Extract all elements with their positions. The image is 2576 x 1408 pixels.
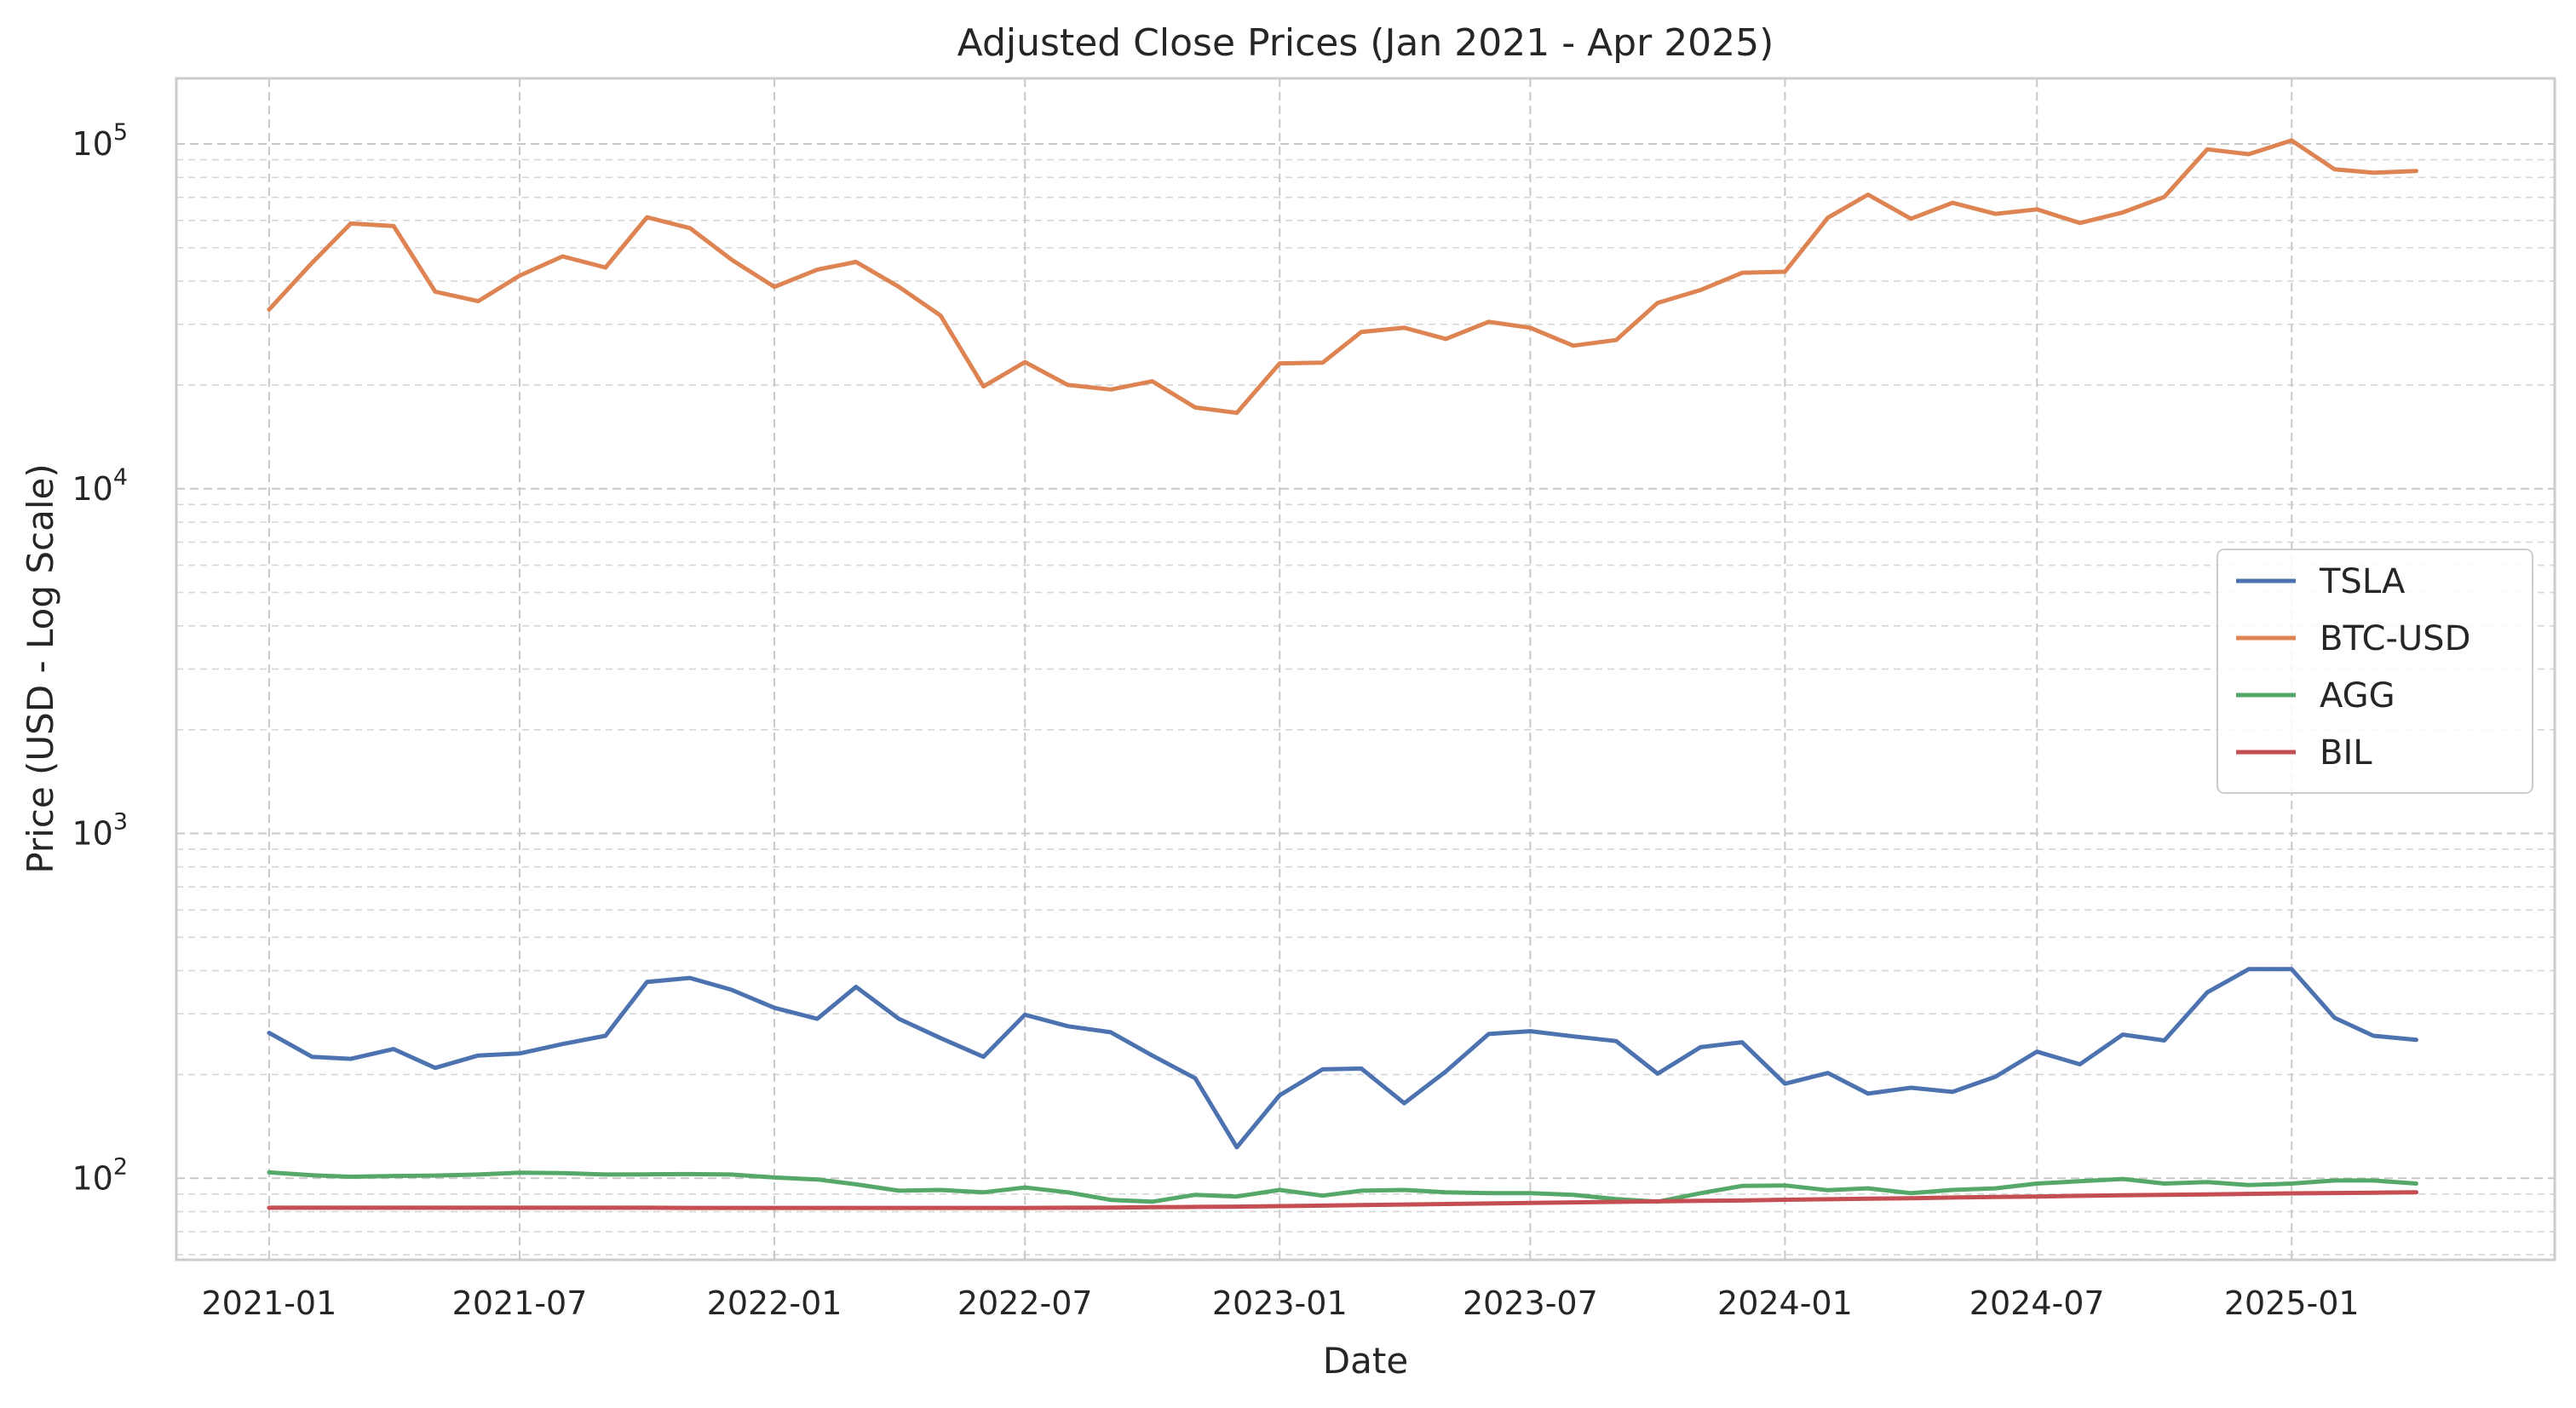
legend-label: BTC-USD [2320, 619, 2470, 658]
x-axis-ticks: 2021-01 2021-07 2022-01 2022-07 2023-01 2023-… [201, 1284, 2359, 1322]
y-axis-label: Price (USD - Log Scale) [20, 463, 61, 874]
x-tick-label: 2025-01 [2224, 1284, 2360, 1322]
series-lines [267, 138, 2418, 1210]
chart-title: Adjusted Close Prices (Jan 2021 - Apr 20… [957, 21, 1774, 65]
grid [176, 78, 2555, 1260]
x-tick-label: 2023-01 [1212, 1284, 1348, 1322]
x-tick-label: 2024-01 [1717, 1284, 1853, 1322]
legend-label: BIL [2320, 733, 2372, 773]
x-tick-label: 2022-01 [707, 1284, 842, 1322]
legend: TSLA BTC-USD AGG BIL [2217, 549, 2533, 794]
series-line-bil [267, 1190, 2418, 1210]
y-tick-label: 105 [72, 119, 128, 163]
series-line-tsla [267, 967, 2418, 1150]
x-axis-label: Date [1323, 1340, 1408, 1382]
x-tick-label: 2023-07 [1463, 1284, 1598, 1322]
y-axis-ticks: 102 103 104 105 [72, 119, 128, 1197]
x-tick-label: 2021-01 [201, 1284, 336, 1322]
legend-label: TSLA [2319, 562, 2406, 601]
x-tick-label: 2021-07 [452, 1284, 588, 1322]
legend-label: AGG [2320, 676, 2395, 715]
plot-area-frame [175, 77, 2556, 1261]
x-tick-label: 2022-07 [957, 1284, 1093, 1322]
y-tick-label: 102 [72, 1153, 128, 1197]
y-tick-label: 103 [72, 809, 128, 853]
series-line-agg [267, 1170, 2418, 1204]
series-line-btc-usd [267, 138, 2418, 416]
x-tick-label: 2024-07 [1969, 1284, 2105, 1322]
legend-box [2217, 549, 2533, 794]
y-tick-label: 104 [72, 464, 128, 508]
